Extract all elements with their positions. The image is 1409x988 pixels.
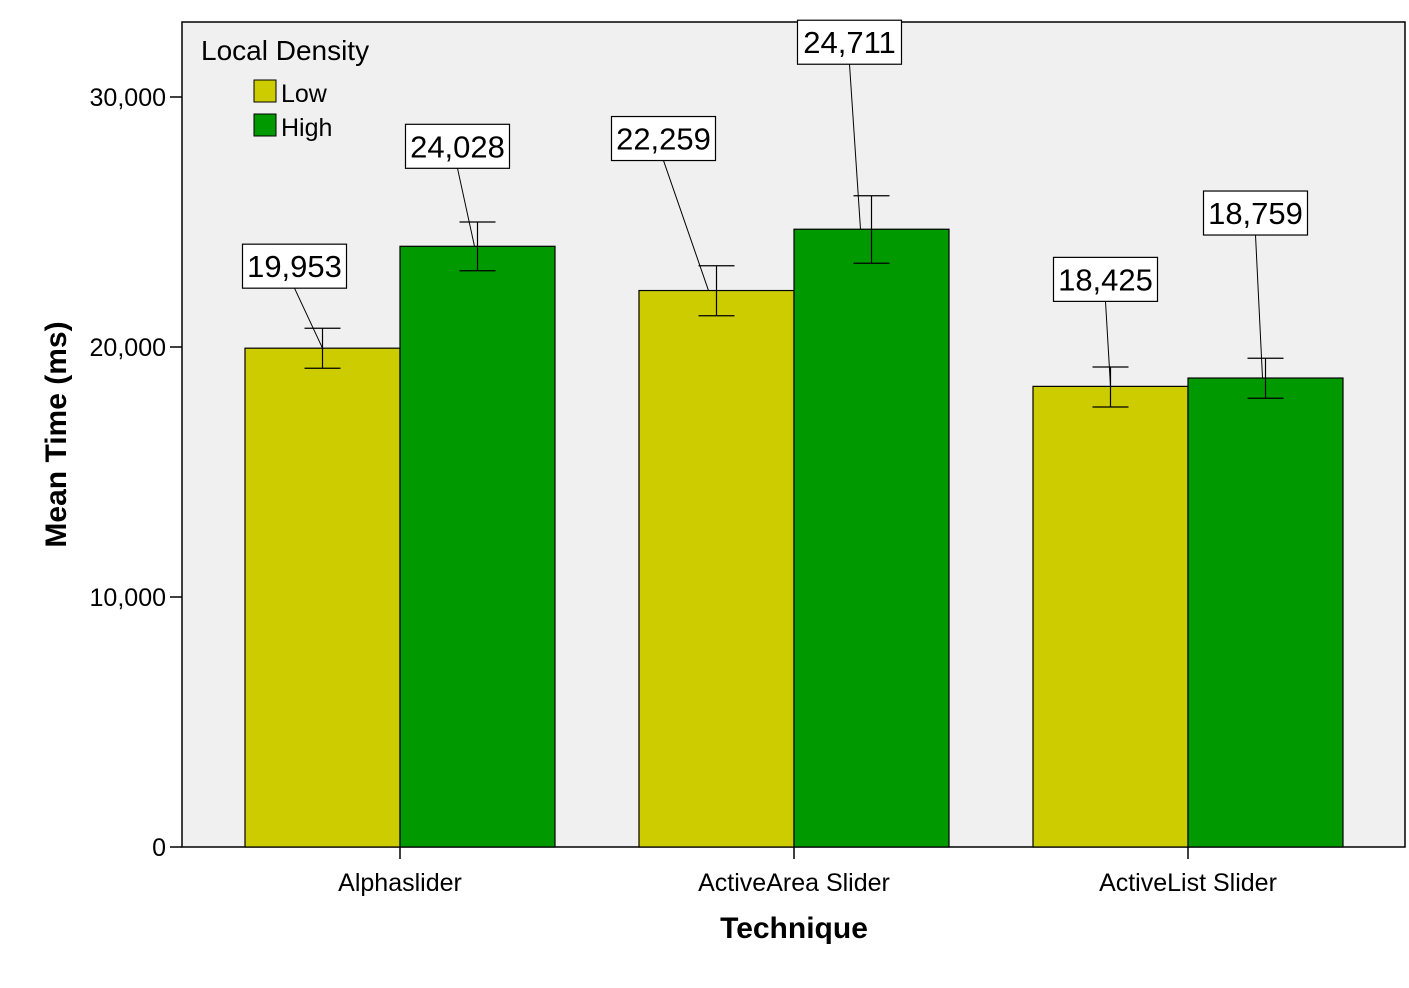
legend-swatch-low	[253, 79, 277, 103]
data-labels-layer: 19,953 24,028 22,259 24,711 18,425 18,759	[241, 19, 1309, 387]
y-tick-label: 0	[152, 834, 166, 862]
bar-high	[1187, 377, 1344, 848]
data-label: 24,028	[410, 129, 505, 164]
y-tick-label: 20,000	[90, 334, 166, 362]
bars-layer	[244, 228, 1344, 848]
x-axis-title: Technique	[720, 912, 868, 945]
data-label-box	[241, 243, 348, 289]
leader-line	[1255, 235, 1263, 379]
y-tick-label: 30,000	[90, 84, 166, 112]
data-label: 18,425	[1058, 262, 1153, 297]
bar-low	[638, 289, 795, 848]
bar-low	[1032, 385, 1189, 848]
error-bars-layer	[304, 195, 1284, 408]
x-tick-label: ActiveArea Slider	[698, 869, 890, 897]
legend-label: High	[281, 114, 332, 142]
y-axis: 0 10,000 20,000 30,000	[90, 84, 182, 862]
data-label-box	[1052, 256, 1159, 302]
legend-title: Local Density	[201, 35, 369, 66]
leader-line	[1105, 301, 1111, 387]
legend-swatch-high	[253, 113, 277, 137]
y-axis-title: Mean Time (ms)	[40, 321, 73, 547]
x-tick-label: ActiveList Slider	[1099, 869, 1277, 897]
data-label: 18,759	[1208, 196, 1303, 231]
x-tick-label: Alphaslider	[338, 869, 462, 897]
y-tick-label: 10,000	[90, 584, 166, 612]
legend: Local Density Low High	[201, 35, 369, 142]
legend-label: Low	[281, 80, 328, 108]
bar-low	[244, 347, 401, 848]
data-label-box	[404, 123, 511, 169]
leader-line	[849, 64, 861, 230]
data-label-box	[796, 19, 903, 65]
leader-line	[663, 160, 709, 291]
data-label-box	[610, 115, 717, 162]
data-label: 24,711	[803, 25, 896, 60]
data-label: 19,953	[247, 249, 342, 284]
x-axis: Alphaslider ActiveArea Slider ActiveList S…	[338, 847, 1277, 897]
bar-high	[399, 245, 556, 848]
leader-line	[294, 287, 323, 349]
data-label-box	[1202, 190, 1309, 236]
bar-high	[793, 228, 950, 848]
leader-line	[457, 168, 475, 247]
data-label: 22,259	[616, 122, 711, 157]
